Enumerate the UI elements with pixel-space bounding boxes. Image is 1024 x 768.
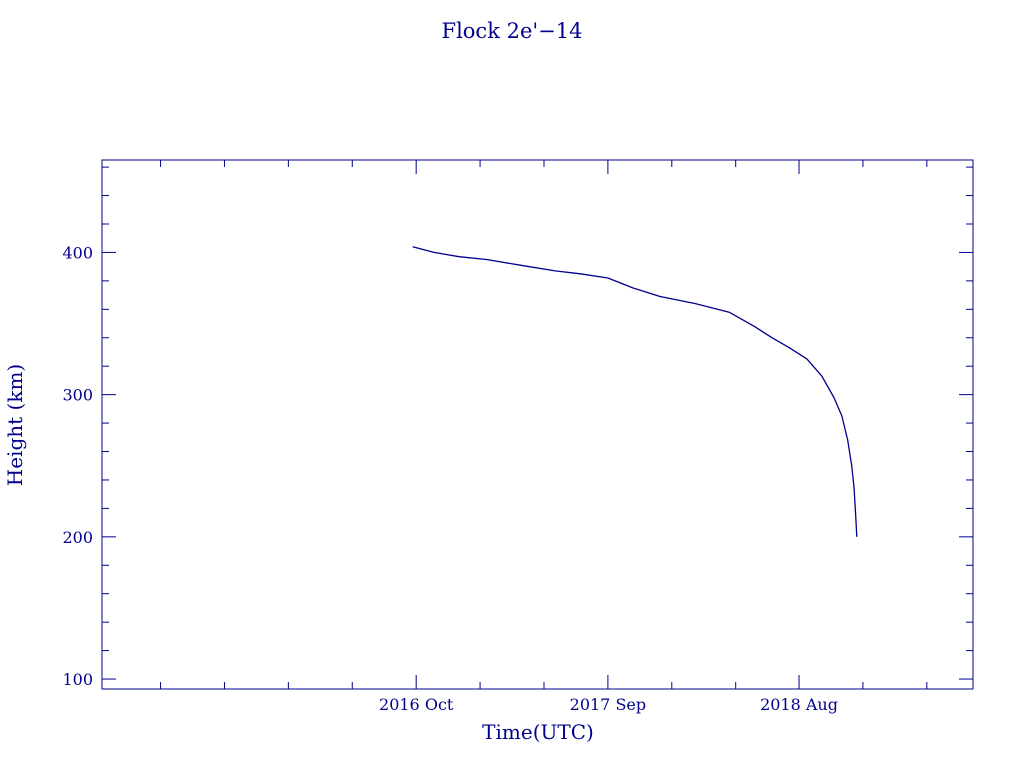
y-tick-label: 300 — [62, 386, 93, 405]
x-axis: 2016 Oct 2017 Sep 2018 Aug — [160, 160, 928, 714]
y-tick-label: 100 — [62, 670, 93, 689]
series-layer — [412, 246, 858, 537]
x-axis-label: Time(UTC) — [482, 720, 594, 744]
height-series-line — [412, 246, 858, 537]
y-axis-label: Height (km) — [3, 364, 27, 486]
x-tick-label: 2016 Oct — [379, 695, 454, 714]
x-tick-label: 2018 Aug — [760, 695, 838, 714]
plot-border — [101, 159, 974, 690]
x-tick-label: 2017 Sep — [570, 695, 646, 714]
y-axis: 100 200 300 400 — [62, 166, 973, 689]
plot-frame — [101, 159, 974, 690]
chart-title: Flock 2e'−14 — [442, 19, 583, 43]
y-tick-label: 400 — [62, 243, 93, 262]
y-tick-label: 200 — [62, 528, 93, 547]
